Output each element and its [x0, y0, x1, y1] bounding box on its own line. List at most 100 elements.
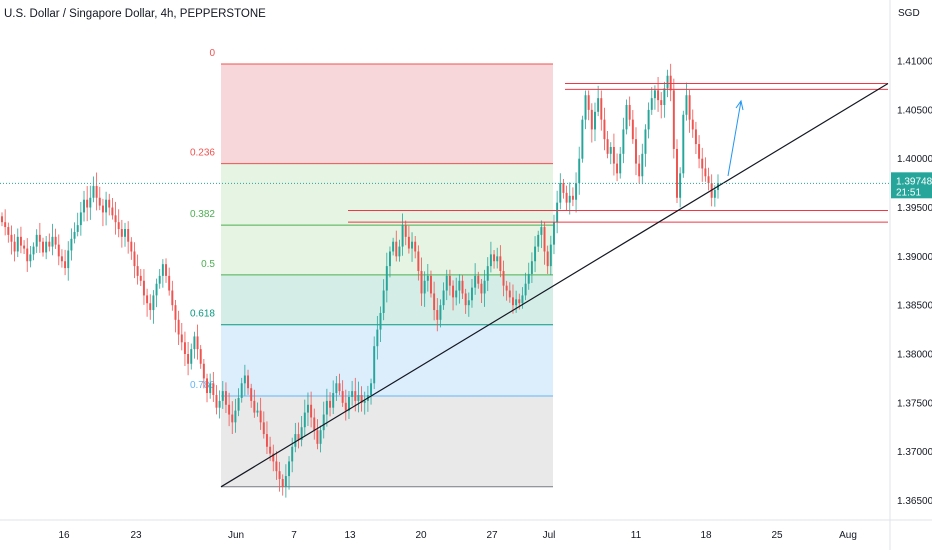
candle-down	[701, 158, 704, 169]
candle-up	[423, 280, 426, 294]
candle-down	[657, 90, 660, 101]
candle-down	[95, 186, 98, 198]
candle-down	[329, 400, 332, 408]
y-tick-label: 1.38000	[897, 350, 932, 361]
y-tick-label: 1.39000	[897, 252, 932, 263]
candle-up	[322, 414, 325, 431]
candle-down	[146, 295, 149, 304]
candle-down	[546, 251, 549, 267]
candle-up	[458, 280, 461, 291]
candle-up	[713, 189, 716, 198]
candle-down	[480, 283, 483, 294]
candle-down	[54, 236, 57, 245]
candle-down	[278, 471, 281, 479]
candle-down	[571, 195, 574, 200]
candle-down	[590, 109, 593, 130]
candle-down	[259, 410, 262, 423]
candle-up	[653, 90, 656, 99]
candle-down	[587, 95, 590, 110]
candle-up	[67, 250, 70, 269]
candle-down	[174, 305, 177, 320]
candle-down	[272, 453, 275, 462]
symbol-title: U.S. Dollar / Singapore Dollar, 4h, PEPP…	[4, 8, 266, 20]
candle-up	[306, 404, 309, 413]
candle-down	[461, 280, 464, 294]
candle-up	[221, 391, 224, 401]
candle-up	[385, 266, 388, 291]
candle-down	[635, 139, 637, 164]
candle-down	[114, 215, 117, 223]
candle-down	[600, 98, 603, 120]
candle-down	[310, 404, 313, 418]
arrow-head-icon	[735, 99, 744, 111]
candle-up	[193, 336, 196, 350]
candle-up	[496, 256, 499, 262]
current-price-value: 1.39748	[896, 176, 932, 187]
candle-up	[16, 236, 19, 252]
candle-up	[152, 295, 155, 311]
candle-down	[404, 225, 407, 237]
candle-down	[344, 402, 347, 411]
candle-up	[373, 346, 376, 384]
fib-zone	[221, 63, 553, 164]
x-tick-label: Jul	[543, 530, 556, 541]
candle-down	[98, 197, 101, 206]
candle-down	[202, 363, 205, 379]
fib-level-label: 0.5	[201, 259, 215, 270]
candle-up	[578, 158, 581, 184]
candle-down	[562, 183, 565, 193]
candle-up	[663, 88, 666, 105]
candle-down	[57, 244, 60, 257]
candle-up	[597, 98, 600, 112]
candle-up	[401, 225, 404, 247]
candle-down	[111, 207, 114, 216]
candle-up	[556, 202, 559, 223]
candle-up	[483, 280, 486, 294]
candle-down	[704, 168, 707, 177]
candle-down	[417, 251, 420, 271]
candle-up	[240, 383, 243, 398]
candle-down	[13, 241, 16, 252]
candle-down	[108, 199, 111, 208]
candle-down	[117, 222, 120, 230]
candle-down	[1, 216, 3, 223]
candle-down	[565, 192, 568, 203]
candle-down	[149, 303, 152, 311]
candle-down	[502, 271, 505, 286]
fib-zone	[221, 395, 553, 487]
candle-down	[341, 391, 344, 403]
candle-down	[168, 275, 171, 291]
candle-down	[183, 342, 186, 354]
x-tick-label: 23	[130, 530, 142, 541]
candle-up	[190, 349, 193, 364]
candle-up	[51, 236, 54, 247]
x-tick-label: 20	[415, 530, 427, 541]
candle-up	[537, 234, 540, 247]
candle-up	[83, 199, 85, 213]
candle-down	[360, 395, 363, 403]
candle-up	[641, 153, 644, 177]
candle-up	[515, 299, 518, 306]
currency-label: SGD	[898, 8, 920, 19]
candle-down	[228, 404, 231, 415]
candle-down	[313, 417, 316, 431]
candle-down	[429, 275, 432, 294]
candle-down	[215, 395, 218, 408]
candle-up	[256, 410, 259, 413]
candle-up	[666, 75, 669, 89]
candle-down	[612, 146, 615, 164]
candle-down	[231, 414, 234, 423]
candle-up	[622, 129, 625, 154]
candle-down	[606, 139, 609, 154]
candle-up	[685, 95, 688, 115]
candle-down	[281, 478, 284, 487]
candle-up	[467, 300, 470, 306]
candle-up	[521, 295, 524, 304]
candle-down	[136, 266, 139, 276]
candle-up	[682, 114, 685, 174]
candle-down	[660, 100, 663, 105]
chart-title: U.S. Dollar / Singapore Dollar, 4h, PEPP…	[4, 8, 266, 20]
x-tick-label: 16	[58, 530, 70, 541]
